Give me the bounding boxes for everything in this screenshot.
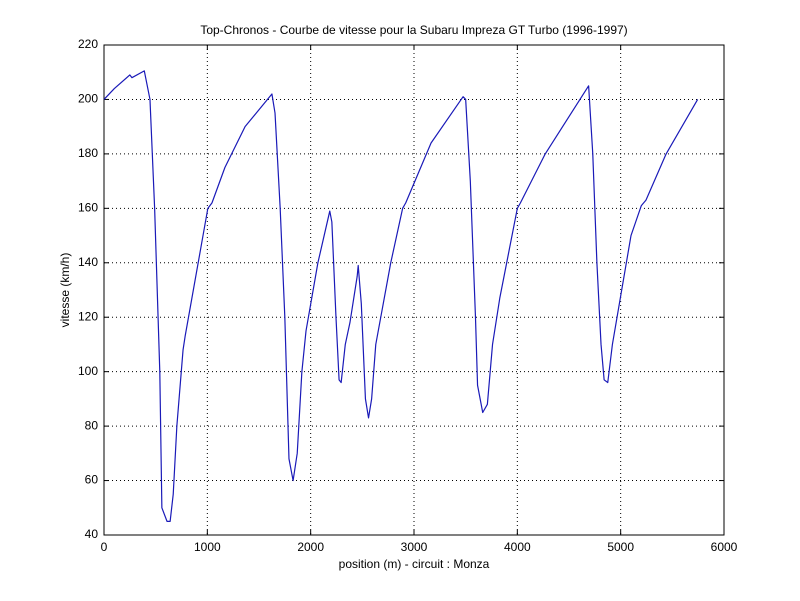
- y-tick-label: 120: [78, 309, 98, 323]
- y-tick-label: 100: [78, 364, 98, 378]
- x-axis-label: position (m) - circuit : Monza: [339, 557, 490, 571]
- y-axis-label: vitesse (km/h): [58, 253, 72, 328]
- x-tick-label: 1000: [194, 540, 221, 554]
- y-tick-label: 200: [78, 92, 98, 106]
- chart-title: Top-Chronos - Courbe de vitesse pour la …: [200, 23, 627, 37]
- y-tick-label: 160: [78, 201, 98, 215]
- y-tick-label: 60: [85, 473, 99, 487]
- y-tick-label: 140: [78, 255, 98, 269]
- plot-frame: [103, 44, 725, 536]
- x-tick-label: 2000: [297, 540, 324, 554]
- x-tick-label: 4000: [504, 540, 531, 554]
- x-tick-label: 0: [101, 540, 108, 554]
- x-tick-label: 6000: [711, 540, 738, 554]
- y-tick-label: 40: [85, 527, 99, 541]
- y-tick-label: 80: [85, 418, 99, 432]
- y-tick-label: 220: [78, 37, 98, 51]
- x-tick-label: 5000: [607, 540, 634, 554]
- speed-line: [103, 70, 699, 522]
- x-tick-label: 3000: [401, 540, 428, 554]
- y-tick-label: 180: [78, 146, 98, 160]
